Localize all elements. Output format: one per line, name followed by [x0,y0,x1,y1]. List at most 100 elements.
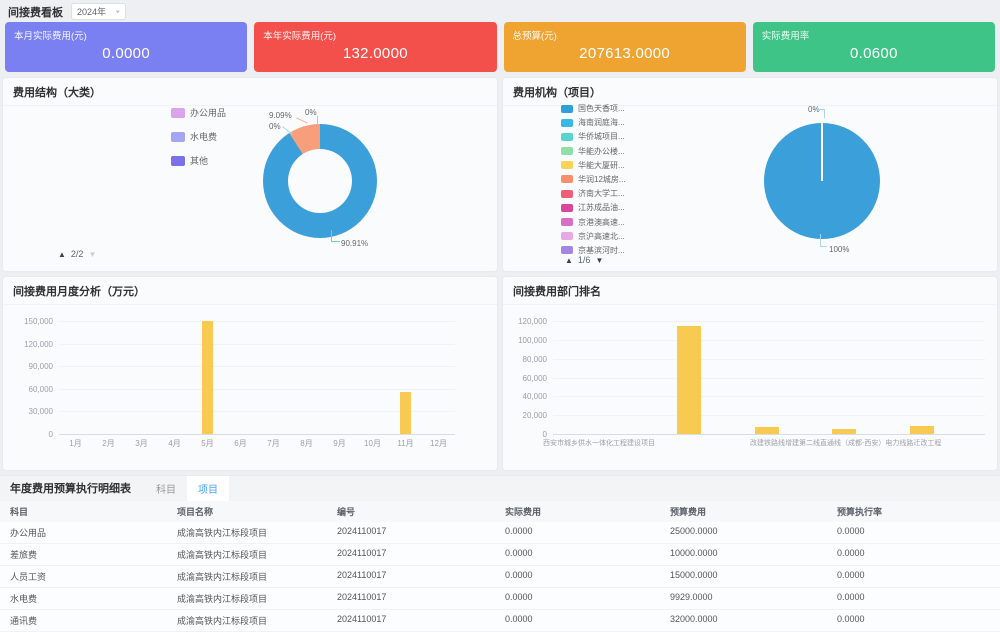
legend-swatch-icon [171,107,185,118]
legend-item[interactable]: 江苏成品油... [561,202,626,213]
table-cell: 办公用品 [10,528,47,538]
legend-item[interactable]: 其他 [171,154,226,167]
legend-label: 京沪高速北... [578,231,625,241]
gridline [59,343,455,345]
slice-label: 0% [305,108,317,117]
x-axis-tick: 10月 [364,439,381,448]
y-axis-tick: 0 [542,430,547,439]
pager-text: 1/6 [577,255,591,265]
table-cell: 成渝高铁内江标段项目 [177,528,268,538]
legend-item[interactable]: 京港澳高速... [561,217,626,228]
x-axis-tick: 7月 [267,439,280,448]
slice-label: 0% [269,122,281,131]
table-title: 年度费用预算执行明细表 [10,483,131,495]
y-axis-tick: 120,000 [24,339,53,349]
table-cell: 0.0000 [505,548,533,558]
table-cell: 2024110017 [337,548,387,558]
legend-item[interactable]: 京沪高速北... [561,231,626,242]
table-cell: 成渝高铁内江标段项目 [177,616,268,626]
table-cell: 0.0000 [837,526,865,536]
tab-subject[interactable]: 科目 [156,485,176,496]
legend-label: 济南大学工... [578,189,625,199]
kpi-label: 总预算(元) [512,31,557,42]
label-line [331,230,332,241]
x-axis-tick: 6月 [234,439,247,448]
x-axis-tick: 9月 [333,439,346,448]
legend-item[interactable]: 华润12城房... [561,174,626,185]
table-cell: 0.0000 [837,548,865,558]
table-cell: 25000.0000 [670,526,718,536]
budget-detail-table: 年度费用预算执行明细表 科目 项目 科目 项目名称 编号 实际费用 预算费用 预算执行率 … [0,476,1000,632]
kpi-card-total-budget: 总预算(元) 207613.0000 [503,22,746,72]
pager-up-icon[interactable]: ▲ [565,255,573,265]
project-legend: 国色天香项... 海南润庭海... 华侨城项目... 华能办公楼... 华能大厦研...… [561,103,626,255]
kpi-card-actual-rate: 实际费用率 0.0600 [752,22,995,72]
panel-category-structure: 费用结构（大类） 办公用品 水电费 其他 9.09% 0% 0% 90.91% ▲ … [3,78,497,271]
table-cell: 2024110017 [337,570,387,580]
pager-down-icon[interactable]: ▼ [88,249,97,259]
legend-item[interactable]: 国色天香项... [561,103,626,114]
x-axis-tick: 3月 [135,439,148,448]
table-cell: 0.0000 [505,592,533,602]
legend-label: 华能办公楼... [578,146,625,156]
legend-pager: ▲ 2/2 ▼ [58,249,96,259]
tab-project[interactable]: 项目 [187,476,229,501]
legend-swatch-icon [561,218,573,226]
legend-swatch-icon [561,104,573,113]
table-cell: 0.0000 [505,570,533,580]
table-row: 通讯费 成渝高铁内江标段项目 2024110017 0.0000 32000.0000 0… [0,610,1000,632]
pie-slice-divider [821,123,823,181]
table-cell: 差旅费 [10,550,38,560]
bar [400,392,411,434]
table-cell: 0.0000 [837,614,865,624]
gridline [59,321,455,322]
legend-swatch-icon [561,175,573,184]
legend-item[interactable]: 华能办公楼... [561,146,626,157]
bar [202,321,213,434]
gridline [59,434,455,435]
legend-item[interactable]: 华能大厦研... [561,160,626,171]
legend-item[interactable]: 水电费 [171,130,226,143]
panel-monthly-analysis: 间接费用月度分析（万元） 150,000 120,000 90,000 60,000 3… [3,277,497,470]
slice-label: 9.09% [269,111,292,120]
chevron-down-icon: ▾ [116,9,120,15]
legend-item[interactable]: 华侨城项目... [561,131,626,142]
panel-title: 费用机构（项目） [503,78,997,106]
year-select[interactable]: 2024年 ▾ [71,3,126,20]
legend-item[interactable]: 京基滨河时... [561,245,626,255]
legend-item[interactable]: 办公用品 [171,106,226,119]
gridline [59,411,455,413]
legend-label: 华侨城项目... [578,132,625,142]
table-cell: 人员工资 [10,572,47,582]
gridline [553,396,985,398]
legend-pager: ▲ 1/6 ▼ [565,255,603,265]
y-axis-tick: 60,000 [28,384,53,394]
bar [832,429,856,434]
legend-swatch-icon [561,189,573,198]
y-axis-tick: 90,000 [28,362,53,372]
y-axis-tick: 120,000 [518,317,547,326]
legend-swatch-icon [561,132,573,141]
legend-item[interactable]: 济南大学工... [561,188,626,199]
pager-down-icon[interactable]: ▼ [595,255,604,265]
table-column-headers: 科目 项目名称 编号 实际费用 预算费用 预算执行率 [0,501,1000,522]
pager-up-icon[interactable]: ▲ [58,249,66,259]
table-cell: 成渝高铁内江标段项目 [177,572,268,582]
label-line [816,109,824,110]
bar [755,427,779,434]
bar [910,426,934,434]
bar [677,326,701,434]
kpi-label: 实际费用率 [761,31,810,42]
legend-item[interactable]: 海南润庭海... [561,117,626,128]
table-body: 办公用品 成渝高铁内江标段项目 2024110017 0.0000 25000.0000… [0,522,1000,632]
panel-dept-ranking: 间接费用部门排名 120,000 100,000 80,000 60,000 40,00… [503,277,997,470]
y-axis-tick: 150,000 [24,317,53,326]
legend-label: 国色天香项... [578,104,625,113]
gridline [553,434,985,435]
table-header-cell: 预算执行率 [837,507,883,517]
table-cell: 10000.0000 [670,548,718,558]
table-cell: 通讯费 [10,616,38,626]
slice-label: 0% [808,105,820,114]
table-cell: 0.0000 [505,526,533,536]
x-axis-tick: 11月 [397,439,414,448]
